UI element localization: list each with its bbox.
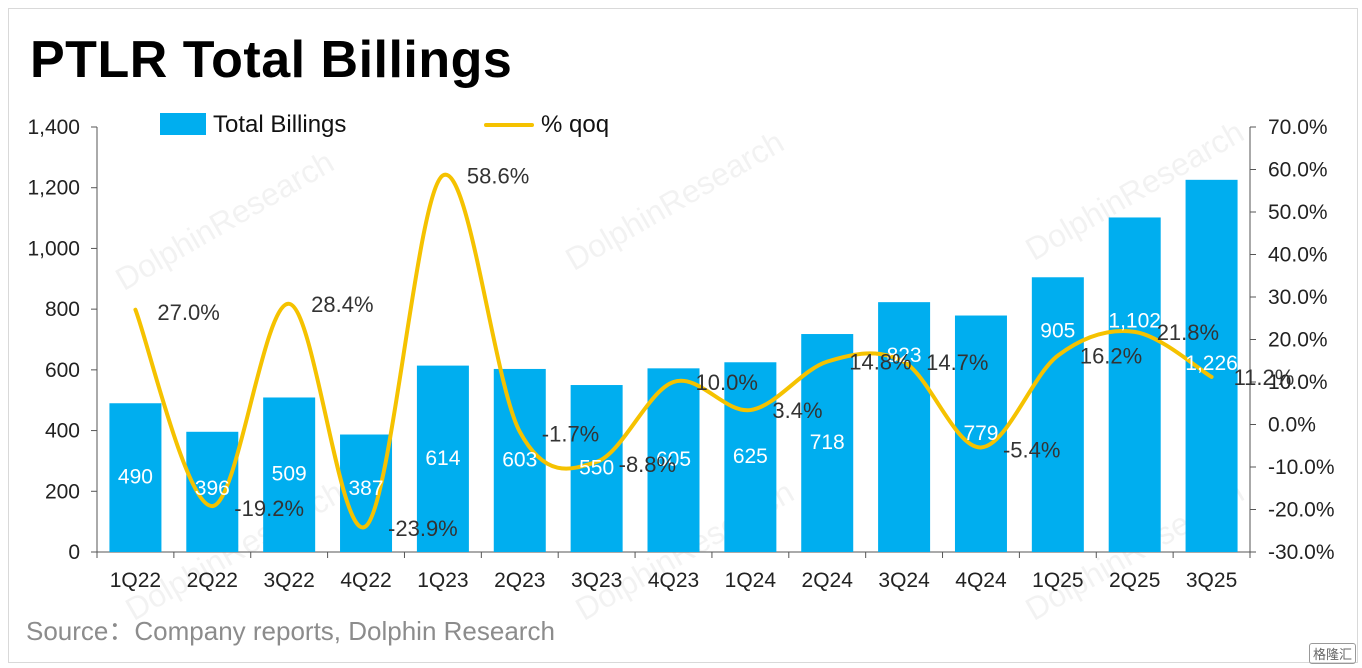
bar-value-label: 605 <box>656 448 691 471</box>
chart-title: PTLR Total Billings <box>30 31 513 89</box>
right-tick-label: 40.0% <box>1268 244 1328 267</box>
legend-bar-swatch <box>160 113 206 135</box>
bar <box>263 397 316 552</box>
qoq-data-label: -19.2% <box>234 496 304 521</box>
legend-bar-label: Total Billings <box>213 111 346 138</box>
bar <box>493 368 546 552</box>
qoq-data-label: 14.8% <box>849 350 911 375</box>
qoq-data-label: 3.4% <box>772 398 822 423</box>
bar-value-label: 1,226 <box>1185 352 1238 375</box>
qoq-data-label: -8.8% <box>619 452 676 477</box>
chart-frame <box>8 8 1358 663</box>
right-tick-label: 70.0% <box>1268 116 1328 139</box>
qoq-data-label: 27.0% <box>157 300 219 325</box>
bar <box>878 302 931 552</box>
legend-line-label: % qoq <box>541 111 609 138</box>
qoq-data-label: 28.4% <box>311 292 373 317</box>
x-tick-label: 4Q24 <box>955 569 1007 592</box>
right-tick-label: 10.0% <box>1268 371 1328 394</box>
right-tick-label: 50.0% <box>1268 201 1328 224</box>
qoq-line <box>133 172 1214 530</box>
x-tick-label: 4Q23 <box>648 569 699 592</box>
right-tick-label: -30.0% <box>1268 541 1335 564</box>
qoq-data-label: -1.7% <box>542 422 599 447</box>
x-tick-label: 1Q23 <box>417 569 468 592</box>
bar-value-label: 718 <box>810 431 845 454</box>
right-tick-label: -20.0% <box>1268 499 1335 522</box>
bar <box>109 403 162 552</box>
bar-value-label: 396 <box>195 477 230 500</box>
x-tick-label: 3Q22 <box>263 569 314 592</box>
x-tick-label: 2Q23 <box>494 569 545 592</box>
qoq-data-label: 11.2% <box>1234 365 1295 390</box>
x-tick-label: 2Q22 <box>187 569 238 592</box>
x-tick-label: 3Q25 <box>1186 569 1237 592</box>
bar-value-label: 550 <box>579 457 614 480</box>
bar-value-label: 779 <box>963 422 998 445</box>
left-tick-label: 400 <box>45 420 80 443</box>
corner-badge: 格隆汇 <box>1308 643 1356 664</box>
right-tick-label: 20.0% <box>1268 329 1328 352</box>
x-tick-label: 1Q25 <box>1032 569 1083 592</box>
qoq-data-label: 14.7% <box>926 350 988 375</box>
qoq-data-label: 58.6% <box>467 163 529 188</box>
bar <box>724 362 777 552</box>
x-tick-label: 3Q24 <box>878 569 930 592</box>
bar <box>1108 217 1161 552</box>
left-tick-label: 1,000 <box>27 237 80 260</box>
qoq-data-label: 10.0% <box>696 370 758 395</box>
left-tick-label: 1,400 <box>27 116 80 139</box>
bar-value-label: 603 <box>502 448 537 471</box>
bar-value-label: 905 <box>1040 319 1075 342</box>
bar-value-label: 625 <box>733 445 768 468</box>
left-tick-label: 800 <box>45 298 80 321</box>
qoq-data-label: 16.2% <box>1080 344 1142 369</box>
x-tick-label: 3Q23 <box>571 569 622 592</box>
qoq-data-label: -23.9% <box>388 516 458 541</box>
bar-value-label: 509 <box>272 463 307 486</box>
x-tick-label: 2Q24 <box>802 569 854 592</box>
right-tick-label: 60.0% <box>1268 159 1328 182</box>
bar <box>186 431 239 552</box>
qoq-data-label: -5.4% <box>1003 437 1060 462</box>
source-note: Source：Company reports, Dolphin Research <box>26 616 555 646</box>
x-tick-label: 2Q25 <box>1109 569 1160 592</box>
right-tick-label: 0.0% <box>1268 414 1316 437</box>
x-tick-label: 1Q22 <box>110 569 161 592</box>
bar-value-label: 1,102 <box>1108 309 1161 332</box>
left-tick-label: 200 <box>45 480 80 503</box>
bar <box>1031 277 1084 552</box>
left-tick-label: 1,200 <box>27 177 80 200</box>
bar-value-label: 387 <box>349 477 384 500</box>
qoq-data-label: 21.8% <box>1157 320 1219 345</box>
x-tick-label: 1Q24 <box>725 569 777 592</box>
bar-value-label: 490 <box>118 466 153 489</box>
bar <box>647 368 700 552</box>
bar <box>416 365 469 552</box>
left-tick-label: 600 <box>45 359 80 382</box>
right-tick-label: 30.0% <box>1268 286 1328 309</box>
watermark-1: DolphinResearch <box>559 124 790 278</box>
bar <box>340 434 393 552</box>
watermark-0: DolphinResearch <box>109 144 340 298</box>
bar-value-label: 614 <box>425 447 460 470</box>
right-tick-label: -10.0% <box>1268 456 1335 479</box>
x-tick-label: 4Q22 <box>340 569 391 592</box>
left-tick-label: 0 <box>68 541 80 564</box>
bar <box>954 315 1007 552</box>
bar-value-label: 823 <box>887 344 922 367</box>
